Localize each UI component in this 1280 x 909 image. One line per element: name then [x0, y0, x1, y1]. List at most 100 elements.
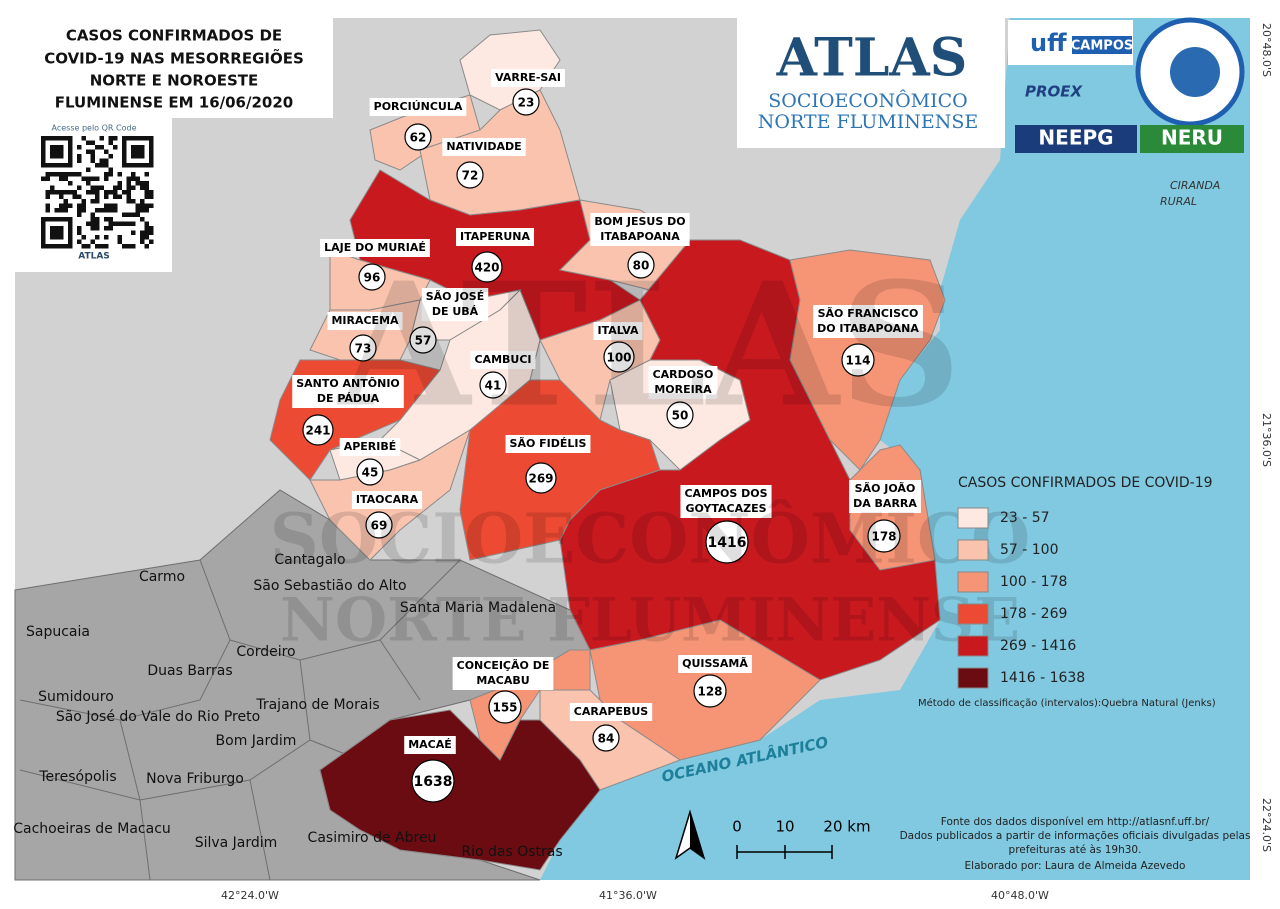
municipality-name: ITAPERUNA	[460, 230, 530, 243]
qr-cell	[41, 149, 46, 154]
qr-cell	[41, 145, 46, 150]
case-count: 420	[474, 261, 499, 275]
qr-cell	[149, 140, 154, 145]
qr-cell	[113, 194, 118, 199]
case-circle	[349, 334, 377, 362]
qr-cell	[68, 172, 73, 177]
qr-cell	[140, 154, 145, 159]
qr-cell	[144, 244, 149, 249]
label-box	[292, 375, 404, 408]
label-box	[456, 228, 534, 246]
qr-cell	[99, 145, 104, 150]
qr-cell	[68, 226, 73, 231]
qr-cell	[41, 217, 46, 222]
qr-cell	[68, 136, 73, 141]
municipality-name: APERIBÉ	[344, 440, 397, 453]
municipality-label: MACAÉ 1638	[404, 736, 456, 803]
qr-cell	[45, 208, 50, 213]
qr-cell	[90, 176, 95, 181]
label-box	[678, 655, 752, 673]
qr-cell	[117, 185, 122, 190]
qr-caption: Acesse pelo QR Code	[52, 124, 137, 133]
case-circle	[592, 724, 620, 752]
case-count: 269	[528, 472, 553, 486]
qr-cell	[81, 244, 86, 249]
qr-cell	[108, 167, 113, 172]
qr-cell	[50, 226, 55, 231]
qr-cell	[144, 190, 149, 195]
qr-cell	[95, 194, 100, 199]
municipality-name: CONCEIÇÃO DE	[457, 659, 550, 672]
qr-cell	[95, 217, 100, 222]
qr-cell	[108, 190, 113, 195]
qr-cell	[59, 208, 64, 213]
qr-cell	[122, 244, 127, 249]
qr-cell	[122, 212, 127, 217]
municipality-label: VARRE-SAI 23	[491, 69, 565, 116]
qr-cell	[86, 190, 91, 195]
partner: uff	[1030, 29, 1067, 57]
qr-cell	[50, 230, 55, 235]
legend-swatch	[957, 571, 989, 593]
case-count: 178	[871, 530, 896, 544]
qr-cell	[81, 176, 86, 181]
qr-cell	[45, 136, 50, 141]
partner: NERU	[1161, 126, 1223, 150]
qr-cell	[54, 244, 59, 249]
qr-cell	[104, 208, 109, 213]
logo-box	[737, 18, 1005, 148]
legend-swatch	[957, 507, 989, 529]
municipality-name: ITABAPOANA	[600, 230, 680, 243]
qr-cell	[149, 190, 154, 195]
qr-cell	[77, 212, 82, 217]
qr-cell	[104, 176, 109, 181]
municipality-label: NATIVIDADE 72	[442, 138, 526, 189]
municipality-name: MACAÉ	[408, 738, 452, 751]
neighbor-name: Nova Friburgo	[146, 771, 244, 787]
title-line: NORTE E NOROESTE	[90, 72, 259, 90]
municipality-name: SANTO ANTÔNIO	[296, 377, 400, 390]
qr-cell	[90, 185, 95, 190]
qr-cell	[95, 185, 100, 190]
qr-code	[41, 136, 154, 249]
north-arrow-shade	[690, 812, 704, 858]
municipality-name: CAMBUCI	[474, 353, 531, 366]
qr-cell	[68, 158, 73, 163]
case-circle	[411, 759, 455, 803]
qr-cell	[131, 163, 136, 168]
label-box	[369, 98, 467, 116]
qr-cell	[59, 190, 64, 195]
qr-cell	[90, 158, 95, 163]
municipality-name: NATIVIDADE	[446, 140, 521, 153]
qr-cell	[54, 190, 59, 195]
qr-cell	[144, 185, 149, 190]
case-circle	[525, 462, 557, 494]
qr-cell	[117, 221, 122, 226]
partner-badge	[1140, 125, 1244, 153]
qr-cell	[54, 163, 59, 168]
label-box	[470, 351, 536, 369]
qr-cell	[59, 226, 64, 231]
qr-cell	[135, 203, 140, 208]
legend-label: 100 - 178	[1000, 574, 1067, 590]
qr-cell	[68, 230, 73, 235]
case-count: 80	[633, 259, 650, 273]
qr-cell	[140, 235, 145, 240]
label-box	[339, 438, 401, 456]
qr-cell	[77, 230, 82, 235]
municipality-name: SÃO JOSÉ	[426, 290, 485, 303]
label-box	[648, 366, 718, 399]
partner: RURAL	[1160, 195, 1197, 208]
qr-cell	[140, 208, 145, 213]
qr-cell	[59, 244, 64, 249]
qr-cell	[77, 185, 82, 190]
qr-cell	[108, 136, 113, 141]
label-box	[351, 491, 423, 509]
qr-cell	[41, 136, 46, 141]
qr-cell	[95, 199, 100, 204]
labels: VARRE-SAI 23 PORCIÚNCULA 62 NATIVIDADE 72 ITAP…	[292, 69, 923, 803]
label-box	[590, 213, 690, 246]
case-count: 96	[364, 271, 381, 285]
qr-cell	[99, 136, 104, 141]
